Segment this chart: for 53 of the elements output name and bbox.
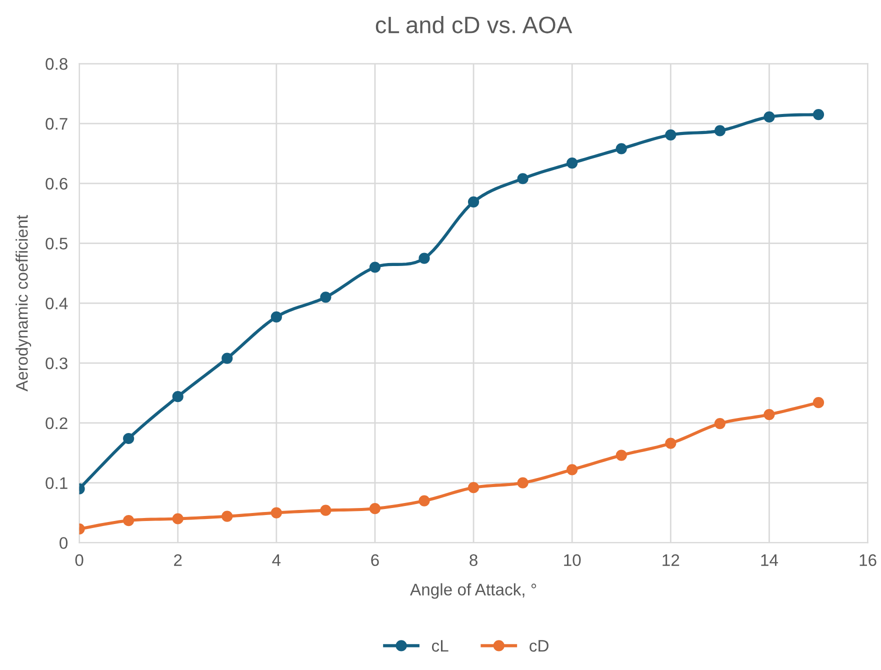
point [616,450,627,461]
point [616,143,627,154]
point [764,409,775,420]
y-tick-label: 0.8 [46,58,68,70]
point [468,482,480,494]
y-tick-label: 0.4 [46,298,68,310]
x-tick-label: 2 [174,554,182,566]
point [714,418,726,430]
x-tick-label: 6 [371,554,379,566]
y-tick-label: 0.6 [46,178,68,190]
point [369,503,381,514]
point [764,111,775,122]
point [566,464,578,476]
point [123,432,134,444]
y-tick-label: 0.5 [46,238,68,250]
y-tick-label: 0.3 [46,357,68,370]
point [222,510,233,522]
point [517,477,528,488]
point [320,292,332,303]
point [418,252,430,264]
x-tick-label: 14 [761,554,778,566]
point [812,108,824,120]
point [172,513,184,524]
legend-label: cL [432,640,448,652]
point [665,438,676,449]
point [812,397,824,408]
point [320,504,332,516]
x-tick-label: 4 [272,554,281,566]
y-tick-label: 0 [60,537,68,549]
x-tick-label: 0 [75,554,84,566]
chart-title: cL and cD vs. AOA [376,16,572,34]
point [665,129,676,140]
x-axis-title: Angle of Attack, ° [410,583,536,599]
point [270,507,282,518]
point [222,352,233,364]
x-tick-label: 16 [860,554,876,566]
x-tick-label: 10 [564,554,581,566]
y-tick-label: 0.1 [46,477,68,490]
point [270,311,282,323]
point [566,157,578,169]
point [517,173,528,184]
legend-label: cD [530,640,548,652]
point [123,514,134,526]
point [172,391,184,402]
y-tick-label: 0.7 [46,118,68,130]
point [714,125,726,136]
x-tick-label: 8 [470,554,478,566]
point [418,495,430,506]
y-tick-label: 0.2 [46,417,68,430]
point [468,196,480,208]
y-axis-title: Aerodynamic coefficient [16,214,32,392]
point [369,262,381,273]
x-tick-label: 12 [662,554,680,566]
